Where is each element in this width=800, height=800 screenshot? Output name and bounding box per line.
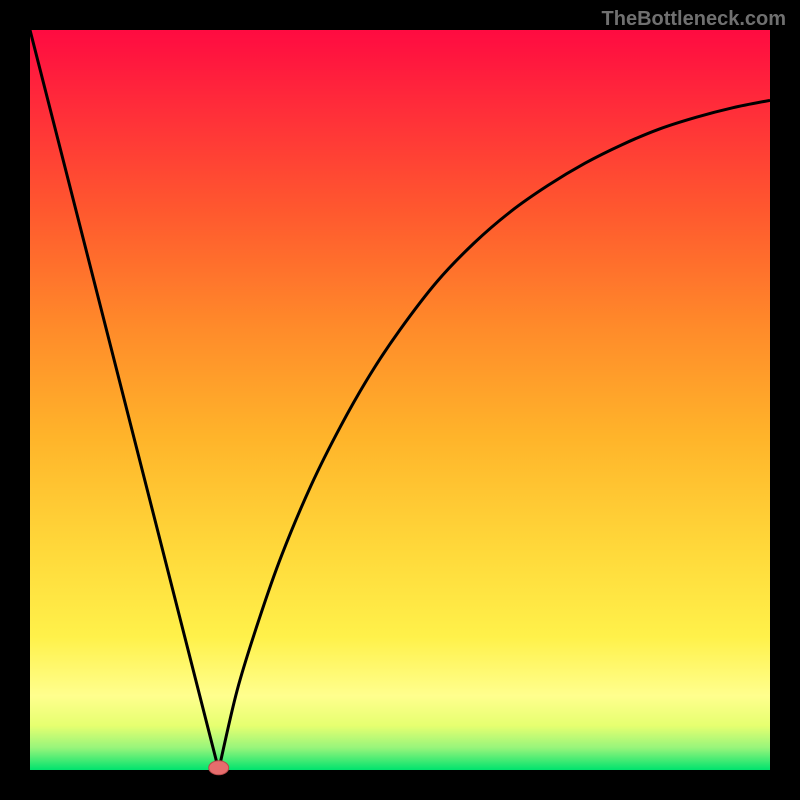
optimum-marker (209, 761, 229, 775)
bottleneck-curve-chart (0, 0, 800, 800)
chart-container: TheBottleneck.com (0, 0, 800, 800)
attribution-text: TheBottleneck.com (602, 8, 786, 31)
chart-background (30, 30, 770, 770)
